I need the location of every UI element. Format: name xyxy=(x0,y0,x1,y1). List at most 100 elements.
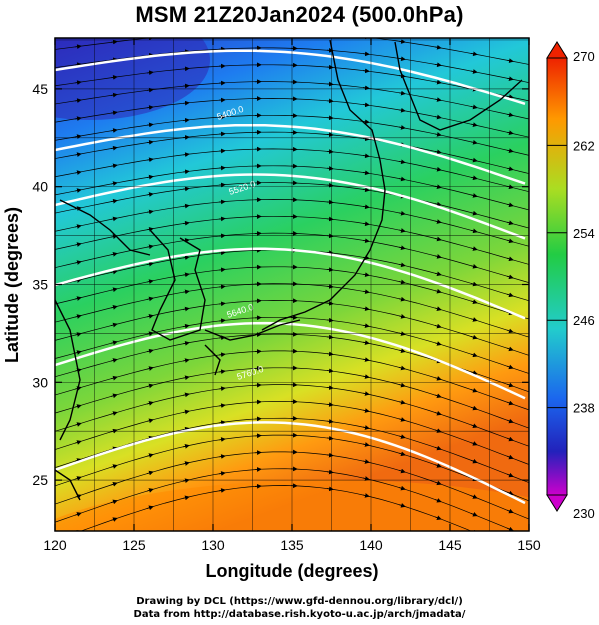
wind-arrow xyxy=(326,368,334,374)
wind-arrow xyxy=(434,376,442,381)
wind-arrow xyxy=(434,236,442,242)
wind-arrow xyxy=(398,90,406,96)
wind-arrow xyxy=(398,159,406,165)
wind-arrow xyxy=(74,476,82,481)
wind-arrow xyxy=(182,375,190,381)
x-tick-label: 125 xyxy=(122,537,146,553)
wind-arrow xyxy=(470,246,478,251)
wind-arrow xyxy=(434,62,442,68)
wind-arrow xyxy=(110,322,118,328)
colorbar-top-arrow xyxy=(546,41,568,59)
wind-arrow xyxy=(218,471,226,476)
wind-arrow xyxy=(434,201,442,207)
wind-arrow xyxy=(74,440,82,445)
wind-arrow xyxy=(146,348,154,354)
wind-arrow xyxy=(218,403,226,408)
wind-arrow xyxy=(182,255,190,260)
wind-arrow xyxy=(182,323,190,329)
wind-arrow xyxy=(326,98,334,104)
wind-arrow xyxy=(362,85,370,91)
wind-arrow xyxy=(362,493,370,498)
wind-arrow xyxy=(362,136,370,142)
wind-arrow xyxy=(506,112,514,118)
wind-arrow xyxy=(110,393,118,399)
wind-arrow xyxy=(326,199,334,205)
wind-arrow xyxy=(398,56,406,62)
wind-arrow xyxy=(362,306,370,311)
wind-arrow xyxy=(110,39,118,45)
contour-line xyxy=(55,49,526,105)
wind-arrow xyxy=(398,279,406,285)
wind-arrow xyxy=(218,216,226,222)
wind-arrow xyxy=(182,117,190,123)
wind-arrow xyxy=(434,114,442,120)
wind-arrow xyxy=(506,400,514,406)
colorbar-tick-label: 230 xyxy=(573,506,595,521)
wind-arrow xyxy=(218,386,226,392)
wind-arrow xyxy=(110,75,118,80)
wind-arrow xyxy=(434,306,442,311)
wind-arrow xyxy=(110,340,118,346)
map-title: MSM 21Z20Jan2024 (500.0hPa) xyxy=(135,2,464,27)
wind-arrow xyxy=(434,132,442,137)
wind-arrow xyxy=(326,402,334,407)
x-tick-label: 130 xyxy=(201,537,225,553)
wind-arrow xyxy=(110,269,118,275)
wind-arrow xyxy=(434,166,442,172)
wind-arrow xyxy=(146,366,154,371)
wind-arrow xyxy=(146,470,154,476)
wind-arrow xyxy=(506,238,514,244)
wind-arrow xyxy=(362,357,370,362)
wind-arrow xyxy=(182,461,190,466)
wind-arrow xyxy=(146,70,154,76)
wind-arrow xyxy=(470,388,478,393)
wind-arrow xyxy=(74,224,82,229)
wind-arrow xyxy=(506,508,514,514)
wind-arrow xyxy=(326,132,334,138)
wind-arrow xyxy=(364,38,370,40)
wind-arrow xyxy=(506,94,514,100)
contour-line xyxy=(55,321,526,400)
wind-arrow xyxy=(470,175,478,181)
wind-arrow xyxy=(74,404,82,409)
wind-arrow xyxy=(470,299,478,305)
wind-arrow xyxy=(398,228,406,233)
wind-arrow xyxy=(110,411,118,416)
wind-arrow xyxy=(182,83,190,89)
wind-arrow xyxy=(470,370,478,375)
wind-arrow xyxy=(74,98,82,103)
wind-arrow xyxy=(182,152,190,157)
wind-arrow xyxy=(506,58,514,63)
wind-arrow xyxy=(218,352,226,358)
coastlines xyxy=(55,39,523,501)
wind-arrow xyxy=(146,209,154,215)
wind-arrow xyxy=(182,186,190,192)
wind-arrow xyxy=(326,250,334,256)
wind-arrow xyxy=(218,437,226,442)
wind-arrow xyxy=(470,122,478,127)
wind-arrow xyxy=(434,79,442,85)
wind-arrow xyxy=(110,216,118,222)
wind-arrow xyxy=(146,174,154,180)
wind-arrow xyxy=(434,498,442,503)
wind-arrow xyxy=(182,49,190,55)
streamline xyxy=(55,38,529,65)
wind-arrow xyxy=(146,314,154,319)
wind-arrow xyxy=(434,254,442,259)
contour-line xyxy=(55,173,526,240)
wind-arrow xyxy=(434,341,442,346)
wind-arrow xyxy=(398,176,406,182)
wind-arrow xyxy=(182,66,190,72)
contour-line xyxy=(55,247,526,320)
wind-arrow xyxy=(218,318,226,324)
wind-arrow xyxy=(434,323,442,329)
wind-arrow xyxy=(362,204,370,210)
wind-arrow xyxy=(74,188,82,193)
wind-arrow xyxy=(470,494,478,499)
wind-arrow xyxy=(362,51,370,57)
wind-arrow xyxy=(326,300,334,306)
wind-arrow xyxy=(110,57,118,63)
y-axis: 25 30 35 40 45 xyxy=(32,81,529,488)
y-tick-label: 40 xyxy=(32,179,48,195)
